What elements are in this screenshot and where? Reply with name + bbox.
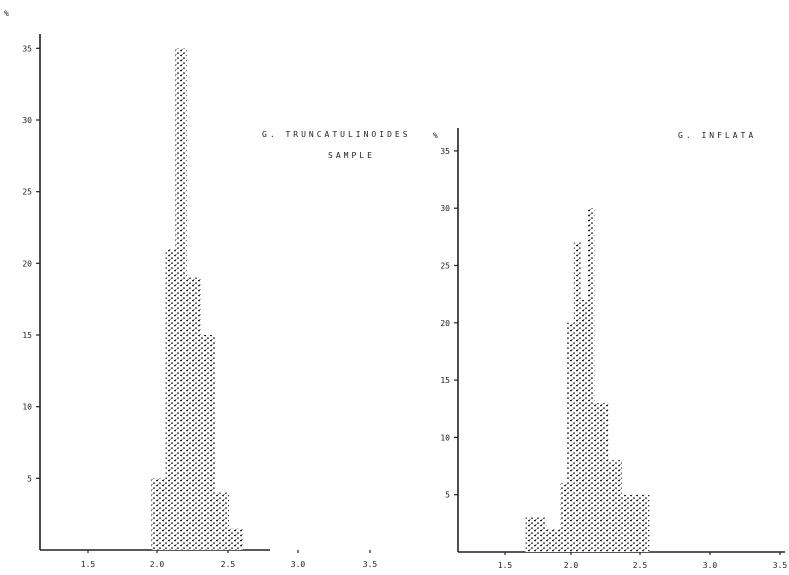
right-histogram-bar-6 [580, 299, 588, 552]
left-histogram-bar-5 [200, 335, 215, 550]
left-y-tick-label-5: 5 [27, 474, 32, 483]
left-x-tick-label-3.0: 3.0 [291, 560, 306, 569]
right-histogram-bar-1 [525, 517, 547, 552]
left-histogram-bar-7 [229, 528, 244, 550]
left-x-tick-label-1.5: 1.5 [81, 560, 96, 569]
right-y-tick-label-25: 25 [440, 262, 450, 271]
right-y-tick-label-30: 30 [440, 204, 450, 213]
right-histogram-bar-8 [594, 403, 609, 552]
right-y-tick-label-15: 15 [440, 376, 450, 385]
right-histogram-bar-10 [621, 494, 636, 552]
left-histogram-bar-2 [165, 249, 176, 550]
left-sample-label: SAMPLE [328, 151, 375, 160]
right-x-tick-label-2.5: 2.5 [633, 561, 648, 570]
left-x-tick-label-3.5: 3.5 [363, 560, 378, 569]
right-x-tick-label-1.5: 1.5 [498, 561, 513, 570]
right-histogram-bar-9 [608, 460, 622, 552]
left-x-tick-label-2.5: 2.5 [221, 560, 236, 569]
right-histogram-panel: % 5 10 15 20 25 30 35 1.5 2.0 2.5 3.0 3.5 G. INFLA… [433, 128, 787, 570]
left-x-tick-label-2.0: 2.0 [150, 560, 165, 569]
left-x-ticks: 1.5 2.0 2.5 3.0 3.5 [81, 550, 378, 569]
left-histogram-panel: % 5 10 15 20 25 30 35 1.5 2.0 2.5 3.0 3.5 G. TRUNC… [4, 9, 411, 569]
left-y-tick-label-20: 20 [22, 259, 32, 268]
left-histogram-bar-4 [186, 277, 201, 550]
right-y-tick-label-5: 5 [445, 491, 450, 500]
right-x-tick-label-3.0: 3.0 [703, 561, 718, 570]
left-y-tick-label-30: 30 [22, 116, 32, 125]
left-y-tick-label-25: 25 [22, 188, 32, 197]
left-y-ticks: 5 10 15 20 25 30 35 [22, 44, 40, 483]
left-bars [151, 48, 244, 551]
right-y-ticks: 5 10 15 20 25 30 35 [440, 147, 458, 500]
right-species-label: G. INFLATA [678, 131, 756, 140]
right-bars [525, 208, 650, 552]
right-histogram-bar-11 [635, 494, 650, 552]
right-histogram-bar-2 [546, 529, 561, 552]
left-histogram-bar-1 [151, 478, 166, 550]
right-x-tick-label-2.0: 2.0 [564, 561, 579, 570]
left-histogram-bar-3 [175, 48, 187, 551]
right-y-tick-label-35: 35 [440, 147, 450, 156]
left-species-label: G. TRUNCATULINOIDES [262, 130, 411, 139]
right-histogram-bar-4 [566, 322, 574, 552]
right-y-tick-label-20: 20 [440, 319, 450, 328]
right-y-unit-label: % [433, 131, 438, 140]
left-y-tick-label-10: 10 [22, 403, 32, 412]
right-y-tick-label-10: 10 [440, 433, 450, 442]
left-y-tick-label-35: 35 [22, 44, 32, 53]
left-y-unit-label: % [4, 9, 9, 18]
left-histogram-bar-6 [214, 492, 229, 550]
right-histogram-bar-7 [587, 208, 595, 552]
right-x-tick-label-3.5: 3.5 [773, 561, 788, 570]
right-histogram-bar-5 [573, 242, 581, 552]
left-y-tick-label-15: 15 [22, 331, 32, 340]
right-x-ticks: 1.5 2.0 2.5 3.0 3.5 [498, 552, 788, 570]
right-histogram-bar-3 [560, 483, 567, 552]
